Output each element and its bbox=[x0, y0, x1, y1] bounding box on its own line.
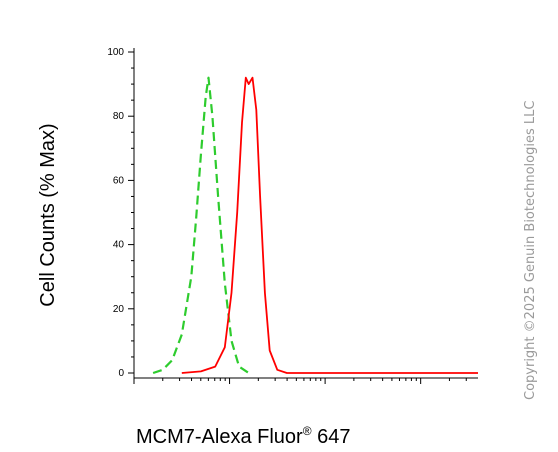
copyright-watermark: Copyright ©2025 Genuin Biotechnologies L… bbox=[523, 101, 538, 400]
y-tick-label-100: 100 bbox=[107, 47, 124, 58]
series-layer bbox=[152, 76, 478, 375]
y-ticks: 0 20 40 60 80 100 bbox=[107, 47, 134, 379]
x-ticks bbox=[133, 378, 467, 384]
y-tick-label-80: 80 bbox=[113, 111, 125, 122]
y-tick-label-40: 40 bbox=[113, 240, 125, 251]
control-dashed-series bbox=[152, 76, 250, 375]
y-axis-label: Cell Counts (% Max) bbox=[37, 123, 59, 306]
stained-solid-series bbox=[181, 76, 478, 374]
y-tick-label-20: 20 bbox=[113, 304, 125, 315]
y-tick-label-0: 0 bbox=[118, 368, 124, 379]
axes bbox=[133, 48, 478, 379]
y-tick-label-60: 60 bbox=[113, 175, 125, 186]
x-axis-label-tail: 647 bbox=[312, 426, 351, 448]
x-axis-label: MCM7-Alexa Fluor® 647 bbox=[136, 424, 350, 448]
x-axis-label-main: MCM7-Alexa Fluor bbox=[136, 426, 303, 448]
x-axis-label-sup: ® bbox=[303, 424, 312, 438]
